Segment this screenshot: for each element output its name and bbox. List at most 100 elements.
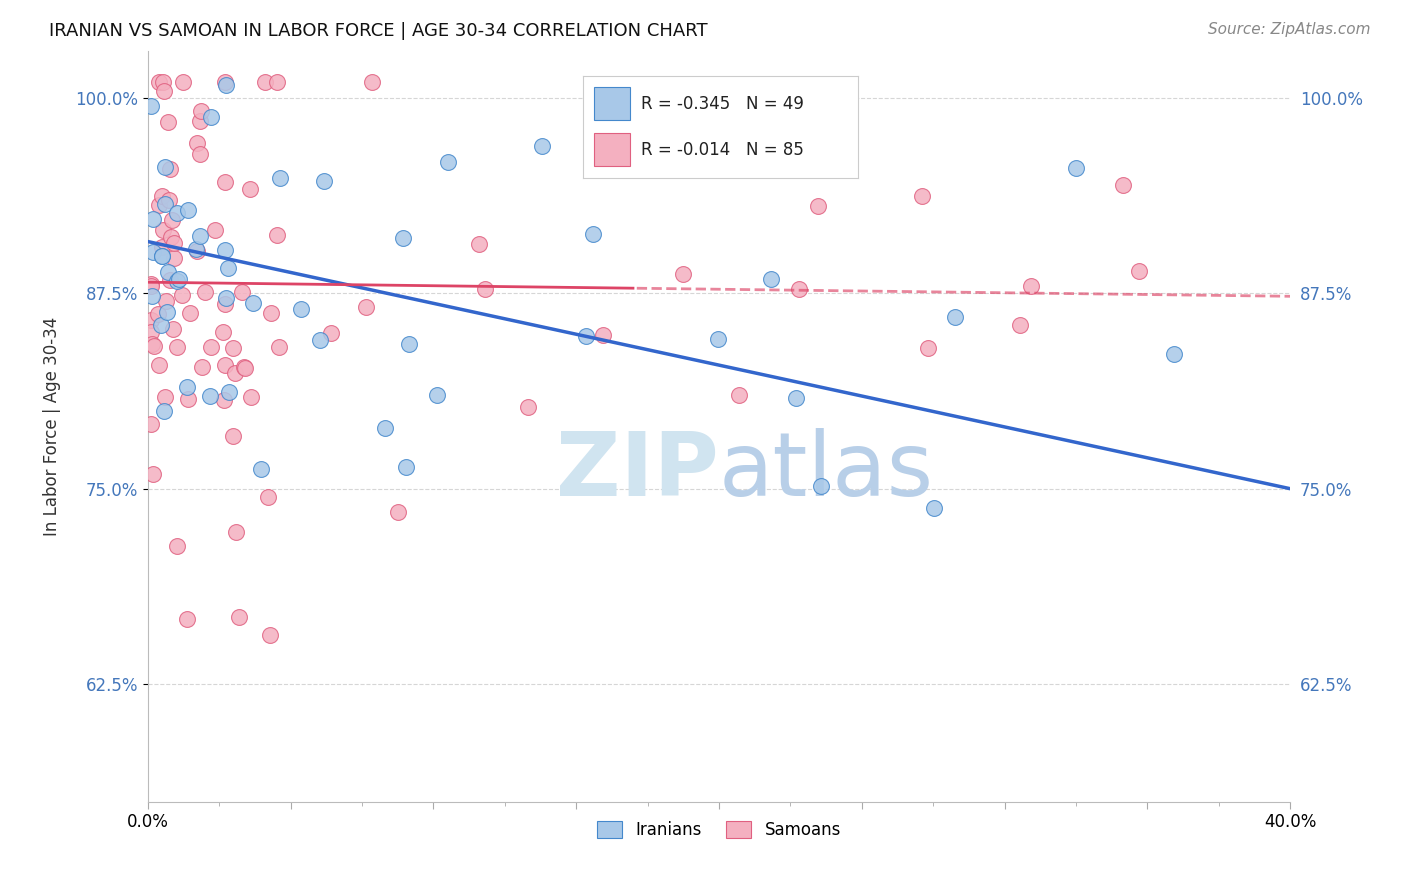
Point (1019, 279, 1042, 293)
Point (157, 265, 180, 279)
Point (361, 75, 384, 89)
Point (186, 244, 208, 258)
Point (150, 188, 173, 202)
Point (176, 380, 198, 394)
Point (162, 322, 184, 336)
Point (214, 243, 236, 257)
Point (910, 189, 932, 203)
Point (217, 260, 239, 275)
Point (200, 110, 222, 124)
Point (231, 285, 253, 299)
Point (211, 325, 233, 339)
Point (156, 115, 179, 129)
Point (224, 366, 246, 380)
Text: IRANIAN VS SAMOAN IN LABOR FORCE | AGE 30-34 CORRELATION CHART: IRANIAN VS SAMOAN IN LABOR FORCE | AGE 3… (49, 22, 707, 40)
Point (190, 103, 212, 118)
Point (215, 291, 238, 305)
Point (214, 175, 236, 189)
Point (172, 75, 194, 89)
Point (139, 325, 162, 339)
Point (163, 252, 186, 266)
Point (142, 467, 165, 482)
Point (159, 162, 181, 177)
Point (159, 193, 181, 207)
Point (166, 274, 188, 288)
Point (807, 199, 830, 213)
Point (166, 340, 188, 354)
Point (186, 242, 208, 256)
Point (249, 462, 271, 476)
Point (153, 196, 176, 211)
Point (153, 390, 176, 404)
Point (259, 627, 281, 641)
Point (1008, 318, 1031, 333)
Point (141, 289, 163, 303)
Point (152, 84, 174, 98)
Point (204, 223, 226, 237)
Point (530, 139, 553, 153)
Point (156, 305, 179, 319)
Point (395, 460, 418, 475)
Point (785, 392, 807, 406)
Point (239, 181, 262, 195)
Point (398, 337, 420, 351)
Point (257, 491, 280, 505)
Point (179, 306, 201, 320)
Point (254, 75, 277, 89)
Point (1112, 178, 1135, 192)
Point (176, 392, 198, 406)
Text: Source: ZipAtlas.com: Source: ZipAtlas.com (1208, 22, 1371, 37)
Point (309, 334, 332, 348)
Point (290, 302, 312, 317)
Point (266, 75, 288, 89)
Point (474, 283, 496, 297)
Point (592, 328, 614, 343)
Text: ZIP: ZIP (557, 427, 718, 515)
Point (917, 341, 939, 355)
Point (139, 417, 162, 431)
Point (155, 294, 177, 309)
Text: atlas: atlas (718, 427, 934, 515)
Point (787, 282, 810, 296)
Point (194, 285, 217, 299)
Point (810, 478, 832, 492)
Point (153, 160, 176, 174)
Point (190, 359, 212, 374)
Point (152, 223, 174, 237)
Point (170, 287, 193, 301)
Bar (595, 133, 630, 166)
Y-axis label: In Labor Force | Age 30-34: In Labor Force | Age 30-34 (44, 317, 60, 536)
Point (437, 154, 460, 169)
Point (312, 174, 335, 188)
Point (391, 231, 413, 245)
Point (269, 170, 291, 185)
Point (142, 339, 165, 353)
Point (707, 332, 730, 346)
Point (148, 75, 170, 89)
Point (242, 295, 264, 310)
Point (319, 326, 342, 340)
Text: R = -0.345   N = 49: R = -0.345 N = 49 (641, 95, 804, 112)
Point (214, 296, 236, 310)
Point (387, 505, 409, 519)
Point (150, 249, 173, 263)
Point (267, 340, 290, 354)
Point (139, 313, 162, 327)
Point (218, 384, 240, 399)
Point (922, 500, 945, 515)
Point (214, 358, 236, 372)
Point (232, 359, 254, 374)
Point (468, 237, 491, 252)
Point (761, 272, 783, 286)
Point (148, 359, 170, 373)
Point (177, 203, 200, 218)
Point (150, 240, 173, 254)
Point (139, 278, 162, 293)
Point (139, 99, 162, 113)
Point (221, 429, 243, 443)
Point (186, 136, 208, 150)
Text: R = -0.014   N = 85: R = -0.014 N = 85 (641, 141, 804, 159)
Point (142, 245, 165, 260)
Point (215, 78, 238, 92)
Point (266, 228, 288, 243)
